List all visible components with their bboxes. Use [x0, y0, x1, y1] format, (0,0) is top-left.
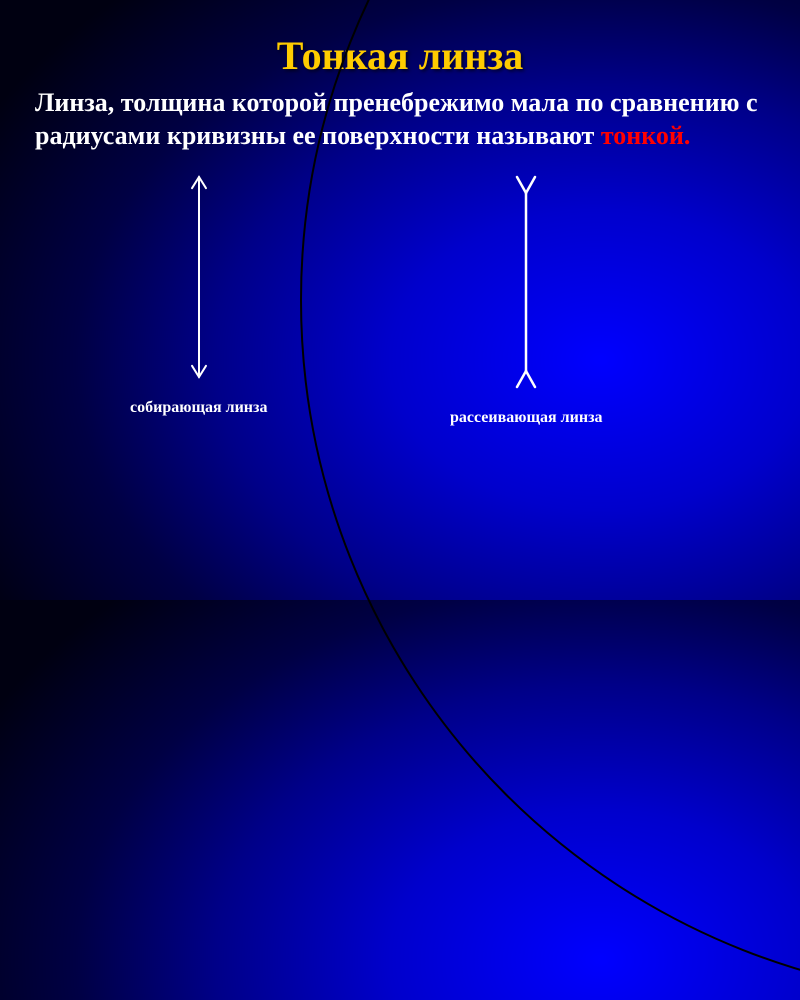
diagram-area: собирающая линза рассеивающая линза	[0, 172, 800, 492]
converging-lens-label: собирающая линза	[130, 399, 267, 417]
diverging-lens-group: рассеивающая линза	[450, 172, 603, 427]
background-arc	[300, 0, 800, 1000]
diverging-lens-label: рассеивающая линза	[450, 409, 603, 427]
converging-lens-icon	[179, 172, 219, 382]
diverging-lens-icon	[506, 172, 546, 392]
converging-lens-group: собирающая линза	[130, 172, 267, 417]
